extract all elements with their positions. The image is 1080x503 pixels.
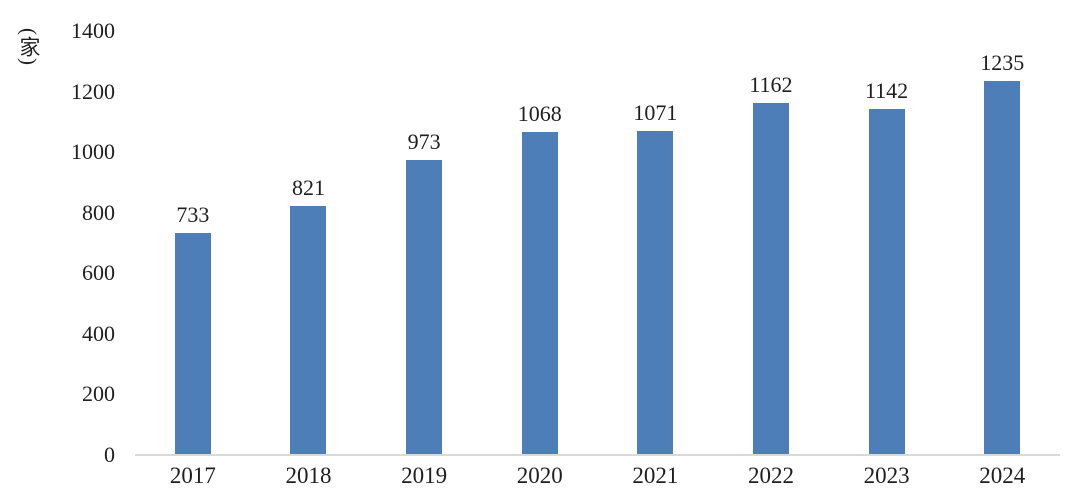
y-tick-label: 0	[104, 442, 115, 467]
bar-2021: 1071	[633, 101, 677, 455]
x-tick-label-2019: 2019	[401, 463, 448, 488]
bar-group-2020: 1068	[482, 31, 598, 455]
x-tick-label-2018: 2018	[285, 463, 332, 488]
y-tick-label: 400	[82, 320, 115, 346]
bar-2024: 1235	[980, 51, 1024, 455]
x-tick-label-2024: 2024	[979, 463, 1026, 488]
bar-2022: 1162	[749, 74, 793, 455]
bar-group-2022: 1162	[713, 31, 829, 455]
bar-group-2023: 1142	[829, 31, 945, 455]
x-tick-label-2021: 2021	[632, 463, 679, 488]
x-axis: 2017 2018 2019 2020 2021 2022 2023 2024	[135, 462, 1060, 490]
value-label-2024: 1235	[980, 49, 1025, 75]
bar-group-2019: 973	[366, 31, 482, 455]
bar-2023: 1142	[865, 80, 908, 455]
value-label-2022: 1162	[749, 72, 793, 98]
y-tick-label: 1400	[71, 18, 115, 43]
bar-2019: 973	[406, 131, 443, 455]
y-tick-label: 200	[82, 381, 115, 407]
y-tick-label: 800	[82, 199, 115, 225]
x-tick-label-2023: 2023	[863, 463, 910, 488]
y-tick-label: 1200	[71, 78, 115, 104]
x-tick-label-2022: 2022	[747, 463, 794, 488]
value-label-2023: 1142	[864, 78, 909, 104]
bar-2017: 733	[174, 204, 211, 455]
y-tick-label: 600	[82, 260, 115, 286]
x-axis-line	[135, 454, 1060, 456]
value-label-2021: 1071	[633, 99, 678, 125]
x-tick-label-2020: 2020	[516, 463, 563, 488]
plot-area: 733 821 973 1068 1071 1162 1142 1235	[135, 31, 1060, 455]
bar-group-2017: 733	[135, 31, 251, 455]
y-axis-unit-label: (家)	[17, 28, 41, 66]
x-tick-label-2017: 2017	[169, 463, 216, 488]
value-label-2018: 821	[291, 175, 325, 201]
bar-2020: 1068	[518, 102, 562, 455]
y-axis: 0 200 400 600 800 1000 1200 1400	[0, 20, 115, 466]
bar-group-2024: 1235	[944, 31, 1060, 455]
bar-2018: 821	[290, 177, 327, 455]
bar-group-2021: 1071	[598, 31, 714, 455]
value-label-2019: 973	[407, 129, 441, 155]
bar-group-2018: 821	[251, 31, 367, 455]
y-tick-label: 1000	[71, 139, 115, 165]
value-label-2020: 1068	[517, 100, 562, 126]
value-label-2017: 733	[176, 202, 210, 228]
